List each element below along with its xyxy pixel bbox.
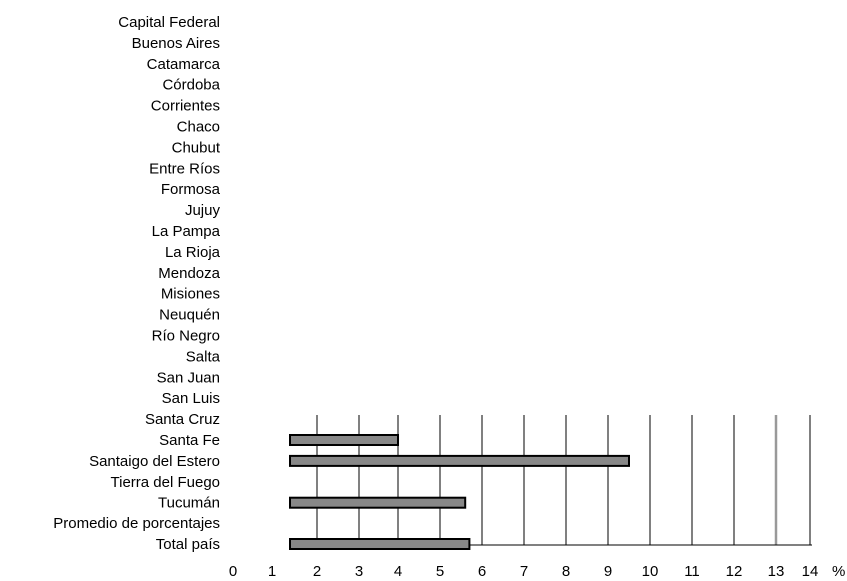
x-tick-label: 6	[478, 563, 486, 580]
category-label: Corrientes	[151, 98, 220, 115]
category-label: San Luis	[162, 390, 220, 407]
x-tick-label: 5	[436, 563, 444, 580]
x-tick-label: 9	[604, 563, 612, 580]
x-tick-label: 3	[355, 563, 363, 580]
x-tick-label: 10	[642, 563, 659, 580]
x-tick-label: 1	[268, 563, 276, 580]
x-tick-label: 14	[802, 563, 819, 580]
bar	[289, 496, 467, 509]
bar	[289, 454, 630, 467]
category-label: Salta	[186, 348, 221, 365]
x-tick-label: 7	[520, 563, 528, 580]
x-tick-label: 0	[229, 563, 237, 580]
category-label: Córdoba	[162, 77, 220, 94]
category-label: Tucumán	[158, 495, 220, 512]
x-unit-label: %	[832, 563, 845, 580]
category-label: Río Negro	[152, 328, 220, 345]
category-label: Chubut	[172, 139, 221, 156]
x-tick-label: 4	[394, 563, 402, 580]
category-label: Santa Cruz	[145, 411, 220, 428]
category-label: Misiones	[161, 286, 220, 303]
category-label: Jujuy	[185, 202, 221, 219]
category-label: Santaigo del Estero	[89, 453, 220, 470]
category-label: Mendoza	[158, 265, 220, 282]
x-tick-label: 2	[313, 563, 321, 580]
category-label: Total país	[156, 536, 220, 553]
category-label: Chaco	[177, 119, 220, 136]
category-label: Tierra del Fuego	[111, 474, 221, 491]
category-label: Capital Federal	[118, 14, 220, 31]
category-label: Buenos Aires	[132, 35, 220, 52]
category-label: Santa Fe	[159, 432, 220, 449]
category-label: Catamarca	[147, 56, 221, 73]
category-label: Neuquén	[159, 307, 220, 324]
category-label: Entre Ríos	[149, 160, 220, 177]
category-label: Formosa	[161, 181, 221, 198]
x-tick-label: 8	[562, 563, 570, 580]
x-tick-label: 12	[726, 563, 743, 580]
bar	[289, 538, 471, 550]
category-label: La Rioja	[165, 244, 221, 261]
bar	[289, 434, 399, 446]
x-tick-label: 11	[684, 563, 700, 580]
x-tick-label: 13	[768, 563, 785, 580]
category-label: Promedio de porcentajes	[53, 515, 220, 532]
category-label: La Pampa	[152, 223, 221, 240]
category-label: San Juan	[157, 369, 220, 386]
